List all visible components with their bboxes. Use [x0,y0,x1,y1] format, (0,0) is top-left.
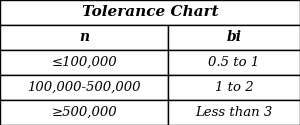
Bar [0,75,168,100]
Text: 1 to 2: 1 to 2 [215,81,253,94]
Text: ≥500,000: ≥500,000 [51,106,117,119]
Text: Less than 3: Less than 3 [195,106,273,119]
Bar [168,100,300,125]
Text: 100,000-500,000: 100,000-500,000 [27,81,141,94]
Bar [0,25,168,50]
Text: bi: bi [226,30,242,44]
Text: ≤100,000: ≤100,000 [51,56,117,69]
Bar [168,50,300,75]
Text: Tolerance Chart: Tolerance Chart [82,6,218,20]
Text: n: n [79,30,89,44]
Bar [168,75,300,100]
Bar [0,50,168,75]
Bar [0,100,168,125]
Bar [168,25,300,50]
Text: 0.5 to 1: 0.5 to 1 [208,56,260,69]
Bar [0,0,300,25]
